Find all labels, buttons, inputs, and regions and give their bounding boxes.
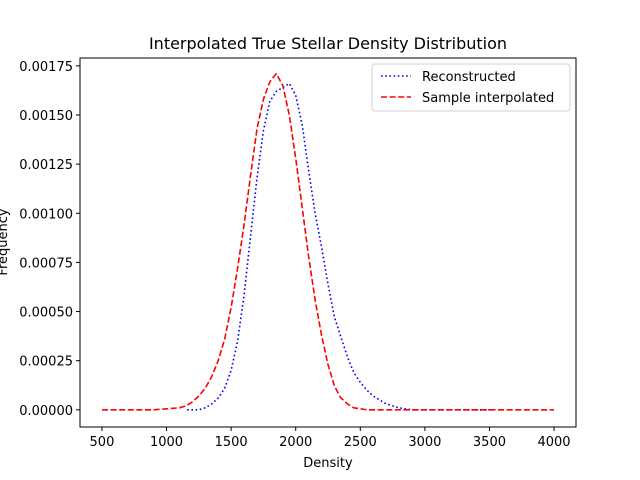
legend-label-reconstructed: Reconstructed — [422, 70, 516, 85]
y-tick-label-0: 0.00000 — [19, 404, 73, 419]
y-tick-label-5: 0.00125 — [19, 158, 73, 173]
y-tick-label-3: 0.00075 — [19, 256, 73, 271]
legend-label-sample-interpolated: Sample interpolated — [422, 91, 554, 106]
y-tick-label-1: 0.00025 — [19, 355, 73, 370]
x-tick-label-2000: 2000 — [279, 435, 312, 450]
x-tick-label-4000: 4000 — [537, 435, 570, 450]
series-layer — [102, 72, 554, 411]
y-tick-label-2: 0.00050 — [19, 306, 73, 321]
x-axis-label: Density — [303, 456, 353, 471]
y-tick-label-7: 0.00175 — [19, 60, 73, 75]
series-line-sample-interpolated — [102, 72, 554, 411]
x-tick-label-2500: 2500 — [344, 435, 377, 450]
legend-frame — [371, 63, 571, 112]
x-tick-label-1500: 1500 — [215, 435, 248, 450]
y-axis: 0.00000 0.00025 0.00050 0.00075 0.00100 0.001… — [19, 60, 80, 419]
x-tick-label-3000: 3000 — [408, 435, 441, 450]
x-tick-label-500: 500 — [90, 435, 115, 450]
x-tick-label-1000: 1000 — [150, 435, 183, 450]
x-tick-label-3500: 3500 — [473, 435, 506, 450]
y-tick-label-4: 0.00100 — [19, 207, 73, 222]
y-axis-label: Frequency — [0, 208, 11, 275]
x-axis: 500 1000 1500 2000 2500 3000 3500 4000 — [90, 427, 571, 450]
plot-frame — [79, 57, 577, 428]
y-tick-label-6: 0.00150 — [19, 109, 73, 124]
series-line-reconstructed — [187, 82, 490, 411]
legend: Reconstructed Sample interpolated — [371, 63, 571, 112]
chart-title: Interpolated True Stellar Density Distri… — [149, 34, 507, 53]
